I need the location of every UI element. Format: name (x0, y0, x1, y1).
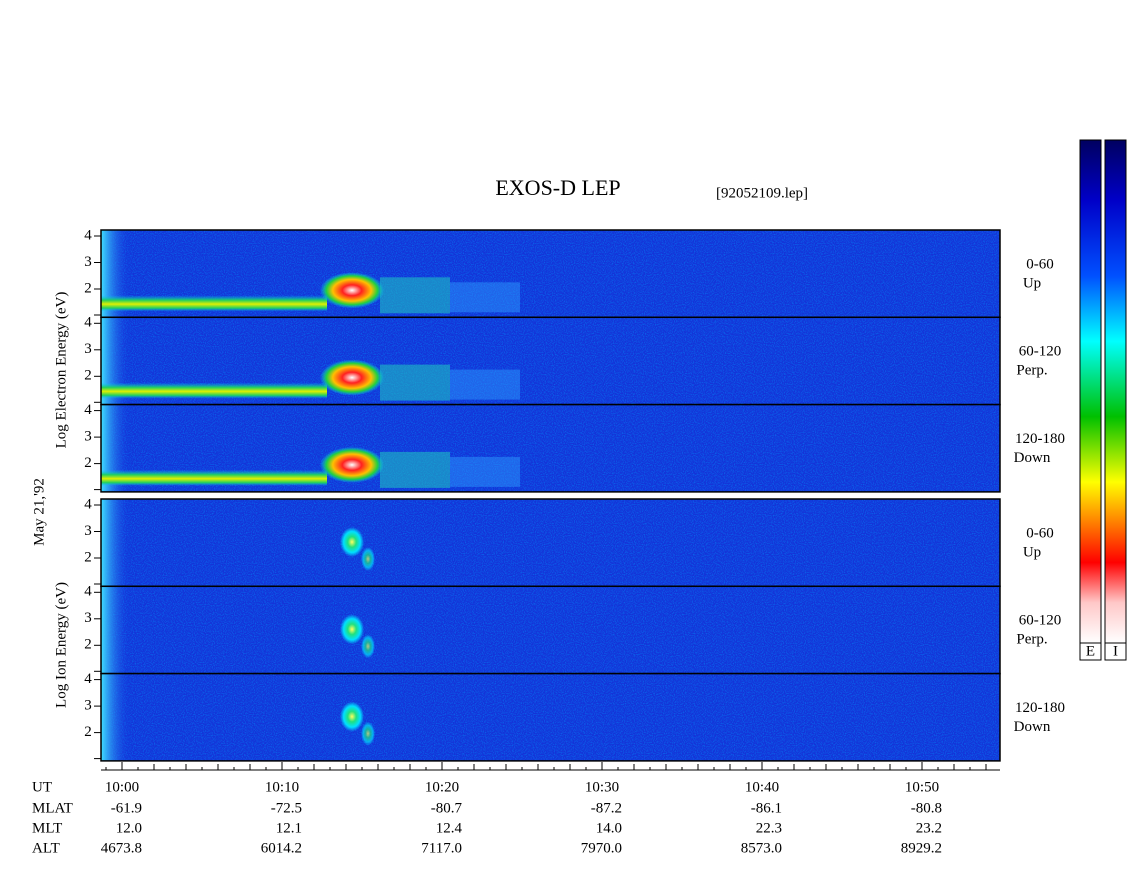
edge-glow (101, 499, 131, 587)
edge-glow (101, 586, 131, 674)
ephemeris-value: -61.9 (111, 800, 142, 816)
hot-spot (320, 446, 384, 483)
y-tick-label: 3 (84, 698, 92, 714)
time-tick-label: 10:10 (265, 779, 299, 795)
panel-frame (100, 403, 1001, 493)
ion-spot (361, 721, 375, 746)
colorbar-label: E (1086, 643, 1095, 659)
ephemeris-value: -80.8 (911, 800, 942, 816)
ephemeris-label: MLT (32, 820, 62, 836)
ion-ylabel: Log Ion Energy (eV) (53, 582, 69, 708)
low-energy-band (101, 469, 327, 486)
panel-range: 120-180 (1015, 431, 1065, 447)
y-tick-label: 4 (84, 671, 92, 687)
low-energy-band (101, 382, 327, 399)
streaks (450, 456, 520, 487)
title: EXOS-D LEP (495, 175, 620, 200)
panel-direction: Down (1014, 719, 1051, 735)
ephemeris-value: -72.5 (271, 800, 302, 816)
panel-direction: Perp. (1016, 363, 1047, 379)
time-tick-label: 10:50 (905, 779, 939, 795)
y-tick-label: 4 (84, 227, 92, 243)
file-name: [92052109.lep] (716, 185, 808, 201)
time-tick-label: 10:00 (105, 779, 139, 795)
panel-direction: Up (1023, 275, 1041, 291)
streaks (380, 364, 450, 401)
ephemeris-value: 12.1 (276, 820, 302, 836)
time-tick-label: 10:20 (425, 779, 459, 795)
ephemeris-value: -80.7 (431, 800, 463, 816)
panel-range: 60-120 (1019, 613, 1062, 629)
time-tick-label: 10:40 (745, 779, 779, 795)
ephemeris-value: 12.4 (436, 820, 463, 836)
y-tick-label: 2 (84, 368, 92, 384)
ephemeris-value: 4673.8 (101, 840, 142, 856)
ut-label: UT (32, 779, 52, 795)
ion-spot (361, 634, 375, 659)
ion-spot (340, 701, 364, 732)
ephemeris-value: 23.2 (916, 820, 942, 836)
y-tick-label: 3 (84, 523, 92, 539)
ephemeris-value: 12.0 (116, 820, 142, 836)
y-tick-label: 4 (84, 315, 92, 331)
streaks (450, 282, 520, 313)
ephemeris-value: 6014.2 (261, 840, 302, 856)
y-tick-label: 2 (84, 637, 92, 653)
ephemeris-value: 7970.0 (581, 840, 622, 856)
edge-glow (101, 673, 131, 761)
panel-direction: Perp. (1016, 632, 1047, 648)
y-tick-label: 4 (84, 402, 92, 418)
streaks (450, 369, 520, 400)
panel-frame (100, 672, 1001, 762)
streaks (380, 277, 450, 314)
noise (101, 586, 1000, 674)
ion-spot (361, 547, 375, 571)
y-tick-label: 2 (84, 724, 92, 740)
panel-range: 120-180 (1015, 700, 1065, 716)
y-tick-label: 3 (84, 254, 92, 270)
panel-range: 0-60 (1026, 525, 1054, 541)
colorbar-e (1079, 139, 1102, 644)
ephemeris-value: 14.0 (596, 820, 622, 836)
panel-range: 0-60 (1026, 256, 1054, 272)
colorbar-i (1104, 139, 1127, 644)
streaks (380, 451, 450, 488)
y-tick-label: 3 (84, 429, 92, 445)
noise (101, 673, 1000, 761)
ephemeris-value: -86.1 (751, 800, 782, 816)
colorbar-box (1079, 642, 1102, 661)
hot-spot (320, 359, 384, 396)
ephemeris-value: 8929.2 (901, 840, 942, 856)
noise (101, 499, 1000, 587)
y-tick-label: 4 (84, 496, 92, 512)
ion-spot (340, 614, 364, 645)
time-tick-label: 10:30 (585, 779, 619, 795)
y-tick-label: 4 (84, 584, 92, 600)
y-tick-label: 2 (84, 549, 92, 565)
panel-direction: Up (1023, 544, 1041, 560)
panel-direction: Down (1014, 450, 1051, 466)
panel-range: 60-120 (1019, 344, 1062, 360)
ion-spot (340, 527, 364, 557)
date: May 21,'92 (31, 478, 47, 546)
y-tick-label: 3 (84, 341, 92, 357)
ephemeris-value: 8573.0 (741, 840, 782, 856)
colorbar-box (1104, 642, 1127, 661)
y-tick-label: 3 (84, 610, 92, 626)
y-tick-label: 2 (84, 455, 92, 471)
ephemeris-label: MLAT (32, 800, 73, 816)
hot-spot (320, 272, 384, 309)
ephemeris-label: ALT (32, 840, 60, 856)
electron-ylabel: Log Electron Energy (eV) (53, 292, 69, 449)
ephemeris-value: 7117.0 (421, 840, 462, 856)
colorbar-label: I (1113, 643, 1118, 659)
y-tick-label: 2 (84, 280, 92, 296)
ephemeris-value: 22.3 (756, 820, 782, 836)
low-energy-band (101, 295, 327, 312)
ephemeris-value: -87.2 (591, 800, 622, 816)
